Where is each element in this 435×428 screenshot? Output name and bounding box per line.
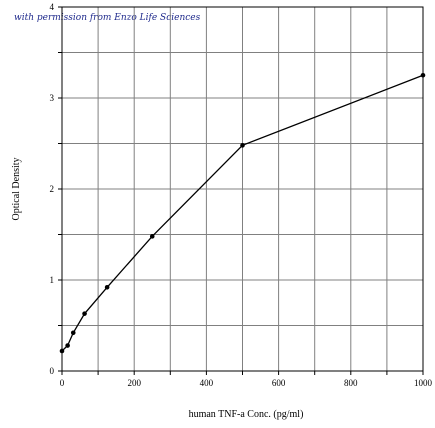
grid — [62, 7, 423, 371]
x-tick-label: 1000 — [414, 378, 433, 388]
x-axis-title: human TNF-a Conc. (pg/ml) — [189, 409, 304, 420]
data-point — [149, 234, 155, 239]
y-axis-title: Optical Density — [11, 157, 22, 220]
x-tick-label: 400 — [200, 378, 214, 388]
x-tick-label: 200 — [127, 378, 141, 388]
y-tick-label: 4 — [50, 2, 55, 12]
data-point — [59, 348, 65, 354]
data-point — [104, 284, 110, 290]
x-tick-label: 600 — [272, 378, 286, 388]
x-tick-label: 0 — [60, 378, 65, 388]
data-point — [82, 311, 87, 316]
ticks: 0 200 400 600 800 1000 0 1 2 3 4 — [50, 2, 433, 388]
y-tick-label: 2 — [50, 184, 55, 194]
data-point — [420, 72, 426, 78]
series-line — [61, 74, 424, 352]
x-tick-label: 800 — [344, 378, 358, 388]
y-tick-label: 0 — [50, 366, 55, 376]
series — [59, 72, 426, 354]
data-point — [65, 343, 70, 348]
permission-note: with permission from Enzo Life Sciences — [14, 13, 201, 23]
data-point — [240, 143, 245, 148]
y-tick-label: 3 — [50, 93, 55, 103]
data-point — [70, 330, 76, 336]
y-tick-label: 1 — [50, 275, 55, 285]
